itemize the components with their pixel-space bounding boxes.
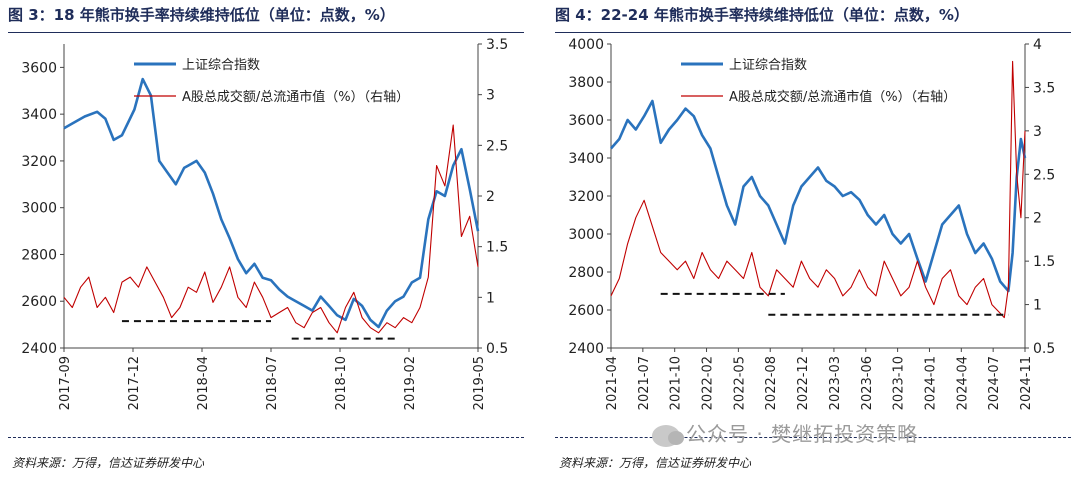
fig4-x-tick-label: 2024-01: [923, 356, 938, 410]
fig4-legend-turnover-label: A股总成交额/总流通市值（%）（右轴）: [729, 89, 956, 105]
fig4-left-tick-label: 3600: [568, 113, 604, 129]
fig4-right-tick-label: 3: [1033, 124, 1042, 140]
fig4-left-tick-label: 3800: [568, 75, 604, 91]
watermark: 公众号 · 樊继拓投资策略: [652, 418, 918, 447]
figure-4-title: 图 4：22-24 年熊市换手率持续维持低位（单位：点数，%）: [555, 6, 969, 24]
fig3-turnover-line: [63, 124, 479, 334]
fig3-legend-turnover-label: A股总成交额/总流通市值（%）（右轴）: [182, 89, 409, 105]
fig4-x-tick-label: 2023-06: [860, 356, 875, 410]
fig4-x-tick-label: 2022-02: [701, 356, 716, 410]
fig3-x-tick-label: 2019-05: [472, 356, 487, 410]
fig3-right-tick-label: 1: [486, 290, 495, 306]
figure-3-title: 图 3：18 年熊市换手率持续维持低位（单位：点数，%）: [8, 6, 395, 24]
figure-3-chart: 2400 2600 2800 3000 3200 3400 3600 0.5 1 1.5 2 2.5 3…: [21, 37, 508, 410]
fig4-x-tick-label: 2021-04: [605, 356, 620, 410]
fig4-turnover-line: [610, 60, 1026, 319]
figure-3-panel: 图 3：18 年熊市换手率持续维持低位（单位：点数，%） 2400 2600 280…: [0, 0, 530, 479]
fig4-left-tick-label: 2600: [568, 303, 604, 319]
fig4-x-tick-label: 2024-07: [987, 356, 1002, 410]
fig4-left-tick-label: 4000: [568, 37, 604, 53]
wechat-icon: [652, 424, 684, 447]
fig4-x-tick-label: 2022-12: [796, 356, 811, 410]
figure-3-bottom-rule: [8, 437, 524, 438]
fig4-left-tick-label: 2400: [568, 341, 604, 357]
fig3-x-tick-label: 2018-10: [334, 356, 349, 410]
fig4-right-tick-label: 2.5: [1033, 167, 1055, 183]
fig4-left-tick-label: 3400: [568, 151, 604, 167]
figure-4-source: 资料来源：万得，信达证券研发中心: [559, 456, 752, 470]
fig4-x-tick-label: 2024-04: [955, 356, 970, 410]
fig4-x-tick-label: 2022-08: [764, 356, 779, 410]
fig3-index-line: [63, 77, 480, 329]
fig3-right-tick-label: 1.5: [486, 240, 508, 256]
fig4-x-tick-label: 2022-05: [732, 356, 747, 410]
fig4-x-tick-label: 2021-10: [669, 356, 684, 410]
fig3-right-tick-label: 3.5: [486, 37, 508, 53]
fig3-left-tick-label: 3400: [21, 107, 57, 123]
fig4-left-tick-label: 3000: [568, 227, 604, 243]
fig3-x-tick-label: 2018-04: [196, 356, 211, 410]
fig4-left-tick-label: 2800: [568, 265, 604, 281]
fig3-right-tick-label: 2.5: [486, 138, 508, 154]
fig4-left-tick-label: 3200: [568, 189, 604, 205]
fig4-right-tick-label: 2: [1033, 211, 1042, 227]
fig4-right-tick-label: 4: [1033, 37, 1042, 53]
figure-3-title-rule: [8, 32, 524, 33]
fig3-left-tick-label: 2800: [21, 247, 57, 263]
fig3-x-tick-label: 2019-02: [403, 356, 418, 410]
fig4-right-tick-label: 3.5: [1033, 80, 1055, 96]
fig3-left-tick-label: 3200: [21, 154, 57, 170]
fig4-x-tick-label: 2024-11: [1019, 356, 1034, 410]
fig3-left-tick-label: 3600: [21, 60, 57, 76]
fig4-x-tick-label: 2023-03: [828, 356, 843, 410]
figure-4-bottom-rule: [555, 437, 1071, 438]
fig3-x-tick-label: 2017-12: [127, 356, 142, 410]
fig3-x-tick-label: 2018-07: [265, 356, 280, 410]
fig3-right-tick-label: 2: [486, 189, 495, 205]
figure-3-source: 资料来源：万得，信达证券研发中心: [12, 456, 205, 470]
fig4-legend-index-label: 上证综合指数: [729, 58, 807, 73]
figure-4-chart: 2400 2600 2800 3000 3200 3400 3600 3800 4000 0.5 1…: [568, 37, 1055, 410]
fig3-left-tick-label: 2400: [21, 341, 57, 357]
fig4-right-tick-label: 1.5: [1033, 254, 1055, 270]
figure-4-panel: 图 4：22-24 年熊市换手率持续维持低位（单位：点数，%） 2400 2600…: [547, 0, 1077, 479]
fig4-right-tick-label: 1: [1033, 298, 1042, 314]
fig4-right-tick-label: 0.5: [1033, 341, 1055, 357]
fig3-x-tick-label: 2017-09: [58, 356, 73, 410]
fig3-right-tick-label: 0.5: [486, 341, 508, 357]
watermark-text: 公众号 · 樊继拓投资策略: [686, 422, 919, 446]
fig4-x-tick-label: 2021-07: [637, 356, 652, 410]
fig4-x-tick-label: 2023-10: [892, 356, 907, 410]
fig4-index-line: [610, 99, 1027, 293]
fig3-left-tick-label: 2600: [21, 294, 57, 310]
fig3-right-tick-label: 3: [486, 88, 495, 104]
fig3-legend-index-label: 上证综合指数: [182, 58, 260, 73]
figure-4-title-rule: [555, 32, 1071, 33]
fig3-left-tick-label: 3000: [21, 201, 57, 217]
